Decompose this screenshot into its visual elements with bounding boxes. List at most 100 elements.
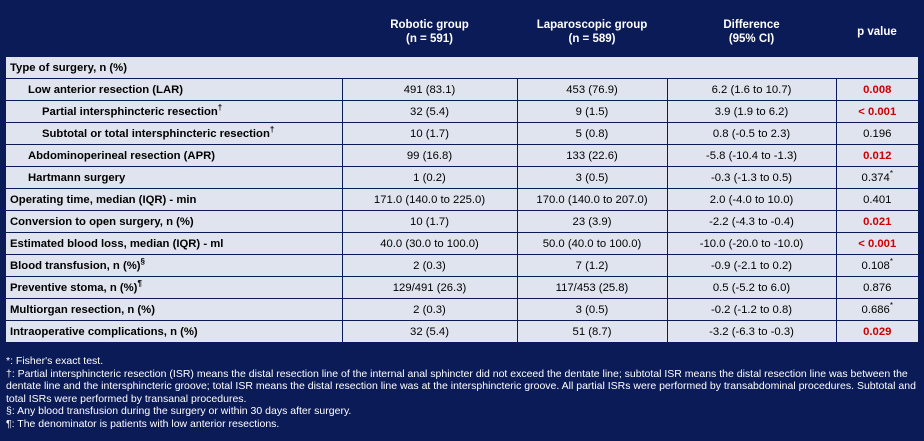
- cell-laparoscopic: 51 (8.7): [516, 320, 667, 342]
- cell-difference: 0.5 (-5.2 to 6.0): [666, 276, 836, 299]
- cell-laparoscopic: 9 (1.5): [516, 100, 667, 123]
- cell-pvalue: 0.374*: [835, 166, 918, 189]
- section-row: Type of surgery, n (%): [6, 56, 918, 79]
- row-label-text: Operating time, median (IQR) - min: [10, 193, 197, 206]
- row-label: Intraoperative complications, n (%): [6, 320, 342, 342]
- cell-robotic: 32 (5.4): [341, 100, 517, 123]
- cell-laparoscopic: 50.0 (40.0 to 100.0): [516, 232, 667, 255]
- cell-pvalue: 0.686*: [835, 298, 918, 321]
- cell-robotic: 171.0 (140.0 to 225.0): [341, 188, 517, 211]
- header-robotic-title: Robotic group: [390, 19, 469, 31]
- row-label-text: Hartmann surgery: [28, 171, 126, 184]
- footnote-fisher: *: Fisher's exact test.: [6, 355, 104, 367]
- table-row: Blood transfusion, n (%)§ 2 (0.3) 7 (1.2) -…: [6, 254, 918, 277]
- header-diff-ci: (95% CI): [728, 33, 775, 45]
- cell-laparoscopic: 453 (76.9): [516, 78, 667, 101]
- pvalue-text: 0.012: [863, 149, 892, 162]
- row-label-text: Partial intersphincteric resection: [42, 105, 218, 118]
- cell-robotic: 32 (5.4): [341, 320, 517, 342]
- pvalue-text: 0.686: [861, 303, 890, 316]
- results-table-container: Robotic group (n = 591) Laparoscopic gro…: [6, 8, 918, 342]
- row-label: Conversion to open surgery, n (%): [6, 210, 342, 233]
- table-row: Intraoperative complications, n (%) 32 (5…: [6, 320, 918, 342]
- cell-robotic: 10 (1.7): [341, 210, 517, 233]
- pvalue-text: 0.008: [863, 83, 892, 96]
- table-row: Abdominoperineal resection (APR) 99 (16.8…: [6, 144, 918, 167]
- cell-laparoscopic: 117/453 (25.8): [516, 276, 667, 299]
- cell-pvalue: 0.012: [835, 144, 918, 167]
- cell-pvalue: < 0.001: [835, 100, 918, 123]
- table-row: Subtotal or total intersphincteric resec…: [6, 122, 918, 145]
- footnotes: *: Fisher's exact test. †: Partial inter…: [6, 355, 918, 430]
- section-label: Type of surgery, n (%): [6, 56, 918, 79]
- cell-difference: -0.9 (-2.1 to 0.2): [666, 254, 836, 277]
- row-label-footnote-mark: †: [269, 124, 275, 134]
- row-label-text: Subtotal or total intersphincteric resec…: [42, 127, 270, 140]
- pvalue-text: < 0.001: [858, 105, 897, 118]
- row-label-text: Preventive stoma, n (%): [10, 281, 138, 294]
- cell-laparoscopic: 170.0 (140.0 to 207.0): [516, 188, 667, 211]
- row-label: Estimated blood loss, median (IQR) - ml: [6, 232, 342, 255]
- header-robotic-n: (n = 591): [406, 33, 453, 45]
- row-label-text: Estimated blood loss, median (IQR) - ml: [10, 237, 224, 250]
- cell-laparoscopic: 5 (0.8): [516, 122, 667, 145]
- header-robotic: Robotic group (n = 591): [342, 8, 517, 57]
- pvalue-text: 0.401: [863, 193, 892, 206]
- table-row: Conversion to open surgery, n (%) 10 (1.7…: [6, 210, 918, 233]
- row-label-text: Low anterior resection (LAR): [28, 83, 184, 96]
- cell-difference: 2.0 (-4.0 to 10.0): [666, 188, 836, 211]
- pvalue-text: < 0.001: [858, 237, 897, 250]
- cell-pvalue: 0.029: [835, 320, 918, 342]
- footnote-isr: †: Partial intersphincteric resection (I…: [6, 367, 916, 405]
- header-difference: Difference (95% CI): [667, 8, 836, 57]
- header-laparoscopic: Laparoscopic group (n = 589): [517, 8, 667, 57]
- pvalue-text: 0.029: [863, 325, 892, 338]
- cell-robotic: 2 (0.3): [341, 298, 517, 321]
- row-label: Abdominoperineal resection (APR): [6, 144, 342, 167]
- cell-pvalue: 0.008: [835, 78, 918, 101]
- footnote-denominator: ¶: The denominator is patients with low …: [6, 417, 280, 430]
- table-row: Hartmann surgery 1 (0.2) 3 (0.5) -0.3 (-1.3…: [6, 166, 918, 189]
- row-label-footnote-mark: ¶: [137, 278, 142, 288]
- header-lap-title: Laparoscopic group: [536, 19, 648, 31]
- row-label-text: Abdominoperineal resection (APR): [28, 149, 216, 162]
- cell-difference: -3.2 (-6.3 to -0.3): [666, 320, 836, 342]
- pvalue-text: 0.196: [863, 127, 892, 140]
- table-header-row: Robotic group (n = 591) Laparoscopic gro…: [6, 8, 918, 57]
- cell-laparoscopic: 3 (0.5): [516, 166, 667, 189]
- cell-robotic: 40.0 (30.0 to 100.0): [341, 232, 517, 255]
- table-row: Partial intersphincteric resection† 32 (5…: [6, 100, 918, 123]
- cell-pvalue: 0.401: [835, 188, 918, 211]
- row-label: Low anterior resection (LAR): [6, 78, 342, 101]
- row-label-text: Intraoperative complications, n (%): [10, 325, 198, 338]
- row-label: Preventive stoma, n (%)¶: [6, 276, 342, 299]
- header-pvalue: p value: [836, 8, 918, 57]
- cell-laparoscopic: 23 (3.9): [516, 210, 667, 233]
- pvalue-footnote-mark: *: [889, 300, 893, 310]
- row-label: Partial intersphincteric resection†: [6, 100, 342, 123]
- table-row: Estimated blood loss, median (IQR) - ml 4…: [6, 232, 918, 255]
- row-label-text: Multiorgan resection, n (%): [10, 303, 155, 316]
- cell-difference: -0.2 (-1.2 to 0.8): [666, 298, 836, 321]
- row-label: Hartmann surgery: [6, 166, 342, 189]
- header-lap-n: (n = 589): [568, 33, 616, 45]
- results-table: Robotic group (n = 591) Laparoscopic gro…: [6, 8, 918, 342]
- cell-difference: 6.2 (1.6 to 10.7): [666, 78, 836, 101]
- cell-robotic: 129/491 (26.3): [341, 276, 517, 299]
- cell-robotic: 10 (1.7): [341, 122, 517, 145]
- pvalue-text: 0.108: [861, 259, 890, 272]
- table-row: Preventive stoma, n (%)¶ 129/491 (26.3) 11…: [6, 276, 918, 299]
- pvalue-text: 0.876: [863, 281, 892, 294]
- header-diff-title: Difference: [723, 19, 780, 31]
- cell-difference: 0.8 (-0.5 to 2.3): [666, 122, 836, 145]
- row-label: Subtotal or total intersphincteric resec…: [6, 122, 342, 145]
- cell-laparoscopic: 7 (1.2): [516, 254, 667, 277]
- cell-robotic: 491 (83.1): [341, 78, 517, 101]
- row-label: Operating time, median (IQR) - min: [6, 188, 342, 211]
- row-label: Blood transfusion, n (%)§: [6, 254, 342, 277]
- cell-pvalue: 0.021: [835, 210, 918, 233]
- cell-pvalue: 0.876: [835, 276, 918, 299]
- cell-laparoscopic: 3 (0.5): [516, 298, 667, 321]
- cell-difference: -2.2 (-4.3 to -0.4): [666, 210, 836, 233]
- footnote-transfusion: §: Any blood transfusion during the surg…: [6, 405, 352, 417]
